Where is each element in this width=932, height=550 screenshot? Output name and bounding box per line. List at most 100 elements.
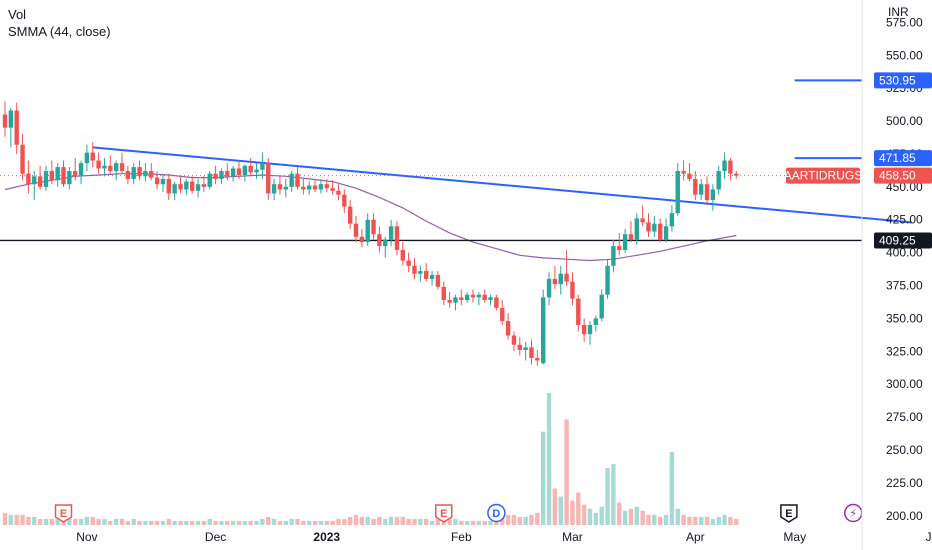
price-tag — [874, 72, 932, 89]
volume-bar — [119, 518, 125, 525]
candle-body — [488, 297, 493, 300]
candle-body — [429, 275, 435, 279]
y-tick-label: 350.00 — [886, 311, 923, 325]
candle-body — [511, 335, 517, 345]
event-marker-label: ⚡ — [849, 508, 857, 520]
price-axis[interactable]: 575.00550.00525.00500.00475.00450.00425.… — [861, 0, 923, 550]
volume-bar — [728, 516, 733, 525]
volume-bar — [277, 520, 283, 525]
y-tick-label: 400.00 — [886, 246, 923, 260]
x-tick-label: Mar — [562, 530, 583, 544]
volume-bar — [564, 419, 569, 525]
volume-bar — [581, 504, 587, 525]
smma-legend-label: SMMA (44, close) — [8, 24, 111, 39]
time-axis[interactable]: Nov Dec 2023 Feb Mar Apr May Jun — [76, 530, 932, 544]
candle-body — [658, 223, 663, 240]
volume-bar — [102, 518, 107, 525]
candle-body — [681, 171, 686, 174]
candle-body — [119, 163, 125, 172]
volume-bar — [552, 488, 558, 525]
volume-bar — [640, 510, 645, 525]
candle-body — [2, 114, 8, 128]
candle-body — [599, 294, 604, 319]
volume-bar — [576, 492, 581, 525]
candle-body — [552, 278, 558, 285]
volume-bar — [295, 518, 300, 525]
volume-bar — [90, 516, 95, 525]
candle-body — [470, 294, 476, 298]
candle-body — [73, 171, 78, 177]
candle-body — [500, 307, 505, 322]
volume-bar — [190, 520, 195, 525]
candle-body — [441, 286, 446, 300]
x-tick-label: Feb — [451, 530, 472, 544]
candle-body — [307, 185, 312, 190]
candle-body — [693, 178, 698, 195]
volume-bar — [704, 516, 710, 525]
chart-legend: Vol SMMA (44, close) — [8, 6, 111, 40]
candle-body — [400, 250, 405, 261]
candle-body — [166, 178, 171, 194]
candle-body — [347, 206, 353, 224]
candle-body — [517, 344, 522, 350]
candle-body — [37, 176, 43, 187]
volume-bar — [353, 514, 359, 525]
candle-body — [277, 184, 283, 190]
candle-body — [289, 173, 294, 187]
candle-body — [90, 152, 95, 161]
candle-body — [201, 184, 207, 187]
volume-bar — [289, 518, 294, 525]
candle-body — [236, 168, 242, 175]
candle-body — [108, 165, 113, 172]
event-marker-label: E — [440, 508, 447, 520]
candle-body — [605, 265, 610, 295]
volume-bar — [137, 520, 142, 525]
vol-legend-label: Vol — [8, 7, 27, 22]
candle-body — [190, 181, 195, 191]
candle-body — [646, 222, 651, 232]
candle-body — [394, 226, 400, 250]
candle-body — [412, 265, 417, 274]
candle-body — [459, 297, 464, 300]
volume-bar — [377, 516, 382, 525]
volume-bar — [523, 516, 528, 525]
volume-bar — [593, 512, 599, 525]
volume-bar — [283, 520, 288, 525]
candle-body — [78, 163, 84, 177]
candle-body — [564, 273, 569, 282]
candle-body — [435, 275, 441, 287]
volume-bar — [693, 516, 698, 525]
candle-body — [178, 184, 183, 190]
price-tag-value: 409.25 — [879, 233, 916, 247]
candle-body — [172, 184, 177, 194]
volume-bar — [617, 502, 622, 525]
y-tick-label: 325.00 — [886, 344, 923, 358]
candle-body — [687, 173, 692, 179]
event-marker-circle — [487, 503, 506, 523]
volume-bar — [628, 508, 634, 525]
volume-bar — [336, 518, 341, 525]
volume-bar — [8, 514, 14, 525]
volume-bar — [195, 520, 201, 525]
candle-body — [43, 171, 49, 187]
volume-bar — [383, 518, 388, 525]
volume-bar — [125, 520, 131, 525]
candle-body — [675, 171, 680, 214]
volume-bar — [166, 518, 171, 525]
volume-bar — [470, 520, 476, 525]
candle-body — [710, 189, 716, 200]
candle-body — [652, 223, 657, 232]
candle-body — [14, 110, 19, 145]
volume-bar — [14, 514, 19, 525]
volume-bar — [301, 520, 306, 525]
candle-body — [611, 246, 616, 266]
candle-body — [137, 167, 142, 177]
candle-body — [628, 234, 634, 240]
volume-bar — [734, 518, 739, 525]
candle-body — [154, 177, 160, 185]
candle-body — [67, 171, 72, 185]
candle-body — [576, 298, 581, 325]
volume-bar — [652, 514, 657, 525]
event-marker-label: D — [492, 508, 500, 520]
